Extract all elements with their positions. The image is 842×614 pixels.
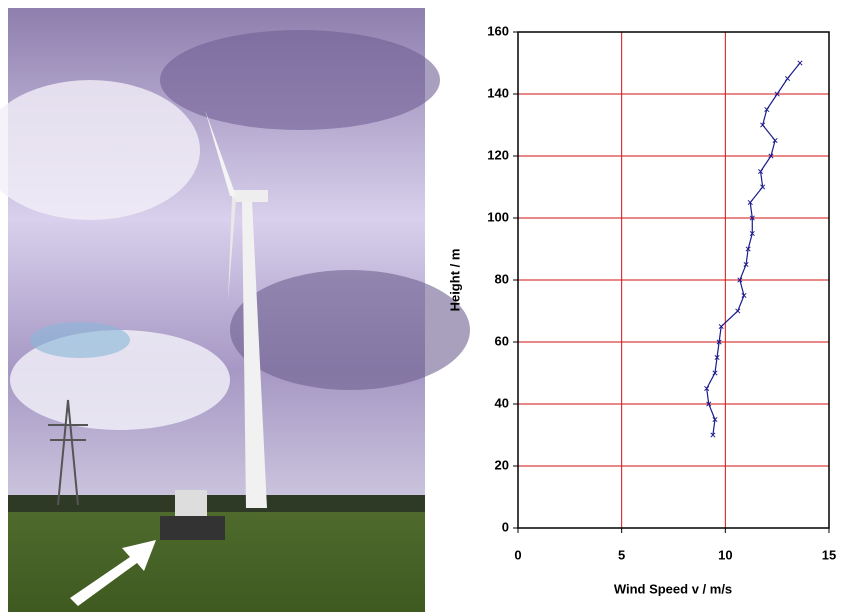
y-tick-label: 60 — [495, 333, 509, 348]
data-marker — [718, 323, 724, 330]
y-tick-label: 80 — [495, 271, 509, 286]
data-marker — [714, 354, 720, 361]
x-tick-label: 5 — [618, 547, 625, 562]
data-marker — [716, 339, 722, 345]
y-tick-label: 140 — [487, 85, 509, 100]
data-marker — [704, 385, 710, 392]
y-tick-label: 0 — [502, 519, 509, 534]
data-marker — [797, 60, 803, 66]
x-tick-label: 0 — [514, 547, 521, 562]
y-tick-label: 20 — [495, 457, 509, 472]
data-marker — [764, 106, 770, 113]
data-marker — [760, 184, 766, 190]
y-tick-label: 120 — [487, 147, 509, 162]
data-marker — [735, 308, 741, 314]
data-marker — [747, 199, 753, 206]
x-tick-label: 10 — [718, 547, 732, 562]
data-marker — [712, 370, 718, 376]
x-axis-label: Wind Speed v / m/s — [614, 581, 732, 596]
y-axis-label: Height / m — [447, 249, 462, 312]
data-marker — [749, 215, 755, 221]
y-tick-label: 160 — [487, 23, 509, 38]
data-marker — [743, 261, 749, 268]
data-marker — [745, 246, 751, 252]
data-marker — [749, 230, 755, 237]
data-marker — [772, 137, 778, 144]
data-marker — [706, 401, 712, 407]
data-marker — [774, 91, 780, 97]
y-tick-label: 40 — [495, 395, 509, 410]
data-marker — [784, 75, 791, 82]
data-marker — [712, 416, 718, 423]
data-marker — [710, 432, 716, 438]
chart: Wind Speed v / m/s Height / m 0 20 40 60 80 1… — [447, 23, 836, 596]
data-marker — [737, 277, 743, 283]
data-marker — [768, 153, 774, 159]
plot-frame — [517, 31, 830, 529]
data-marker — [741, 292, 747, 299]
data-line — [706, 62, 801, 436]
photo — [0, 8, 470, 612]
y-tick-label: 100 — [487, 209, 509, 224]
data-marker — [760, 122, 766, 128]
data-marker — [758, 168, 764, 175]
x-tick-label: 15 — [822, 547, 836, 562]
